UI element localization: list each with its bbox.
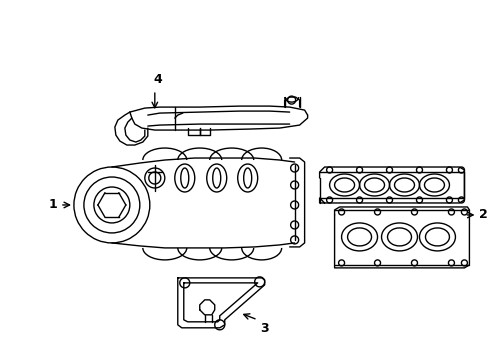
Text: 4: 4 [153,73,162,86]
Text: 2: 2 [478,208,487,221]
Text: 1: 1 [48,198,57,211]
Text: 3: 3 [260,322,269,335]
